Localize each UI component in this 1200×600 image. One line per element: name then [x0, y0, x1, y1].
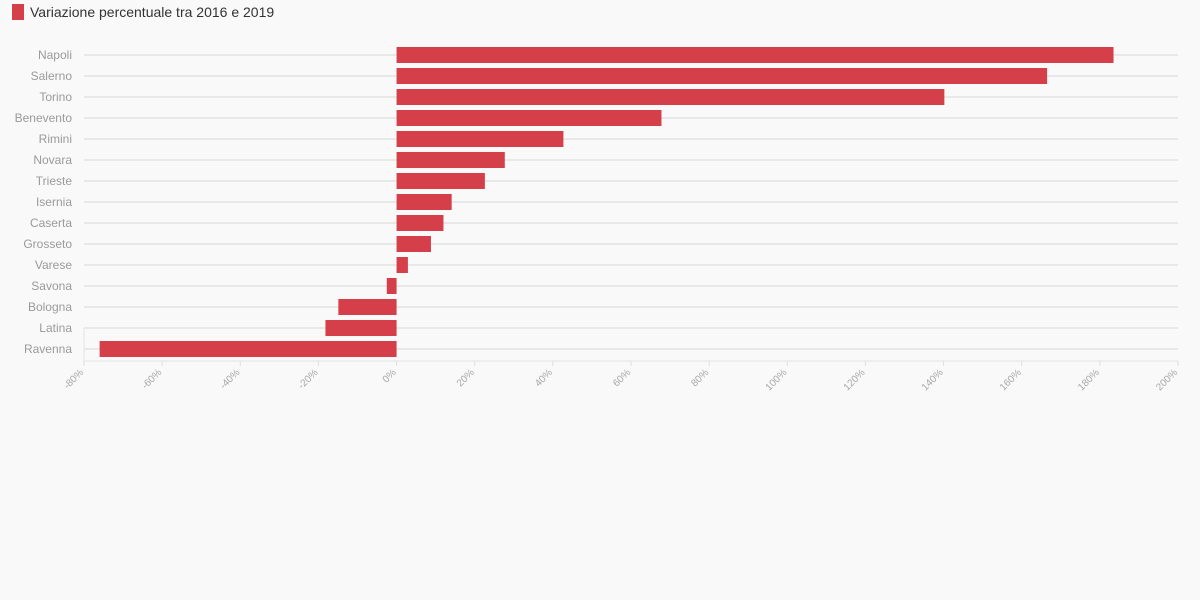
x-axis: -80% -60% -40% -20% 0% 20% 40% 60% 80% 100% 120% 14… [62, 360, 1180, 393]
category-label: Trieste [36, 174, 73, 188]
bar [396, 89, 945, 105]
chart-legend: Variazione percentuale tra 2016 e 2019 [12, 2, 274, 22]
category-label: Latina [39, 321, 72, 335]
x-tick-label: 100% [764, 367, 790, 393]
category-labels: Napoli Salerno Torino Benevento Rimini Novara… [15, 48, 73, 356]
category-label: Ravenna [24, 342, 72, 356]
category-label: Caserta [30, 216, 72, 230]
category-label: Varese [35, 258, 72, 272]
category-label: Novara [33, 153, 72, 167]
bar-layer [99, 47, 1114, 357]
x-tick-label: 40% [533, 367, 555, 389]
x-tick-label: -20% [296, 367, 320, 391]
x-tick-label: 160% [998, 367, 1024, 393]
bar [99, 341, 397, 357]
category-label: Bologna [28, 300, 72, 314]
bar [396, 257, 408, 273]
bar [396, 47, 1114, 63]
category-label: Napoli [38, 48, 72, 62]
bar [396, 68, 1048, 84]
bar [396, 236, 431, 252]
x-tick-label: 60% [611, 367, 633, 389]
category-label: Isernia [36, 195, 72, 209]
bar [396, 194, 452, 210]
category-label: Benevento [15, 111, 73, 125]
x-tick-label: 80% [689, 367, 711, 389]
bar [386, 278, 397, 294]
bar [396, 131, 564, 147]
category-label: Torino [39, 90, 72, 104]
x-tick-label: 180% [1076, 367, 1102, 393]
bar [396, 110, 662, 126]
category-label: Savona [31, 279, 72, 293]
x-tick-label: 0% [381, 367, 399, 385]
category-label: Grosseto [23, 237, 72, 251]
legend-swatch [12, 4, 24, 20]
category-label: Rimini [39, 132, 72, 146]
x-tick-label: 20% [455, 367, 477, 389]
x-tick-label: 120% [842, 367, 868, 393]
bar [396, 152, 505, 168]
legend-label: Variazione percentuale tra 2016 e 2019 [30, 4, 275, 20]
bar [396, 215, 444, 231]
x-tick-label: -80% [62, 367, 86, 391]
bar [325, 320, 397, 336]
x-tick-label: 200% [1154, 367, 1180, 393]
bar [396, 173, 485, 189]
x-tick-label: -60% [140, 367, 164, 391]
bar [338, 299, 397, 315]
x-tick-label: 140% [920, 367, 946, 393]
category-label: Salerno [31, 69, 73, 83]
x-tick-label: -40% [218, 367, 242, 391]
